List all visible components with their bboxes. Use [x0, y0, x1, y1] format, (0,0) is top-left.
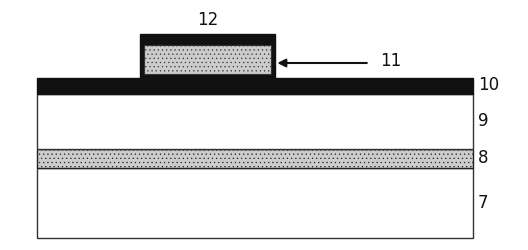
Bar	[37, 78, 473, 94]
Bar	[37, 94, 473, 149]
Bar	[37, 168, 473, 238]
Text: 11: 11	[380, 52, 401, 70]
Bar	[144, 45, 271, 74]
Text: 10: 10	[478, 76, 499, 94]
Text: 9: 9	[478, 112, 488, 130]
Bar	[140, 34, 275, 78]
Text: 12: 12	[197, 11, 218, 29]
Bar	[37, 149, 473, 168]
Text: 7: 7	[478, 194, 488, 212]
Text: 8: 8	[478, 149, 488, 167]
